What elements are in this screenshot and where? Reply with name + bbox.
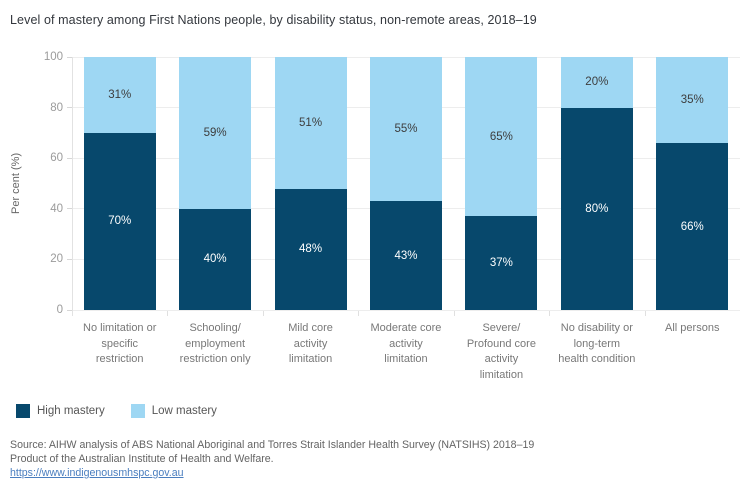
bar-slot: 51% 48% — [263, 57, 358, 310]
bar-slot: 65% 37% — [454, 57, 549, 310]
x-axis-label-3: Moderate core activity limitation — [370, 322, 442, 365]
bar-segment-low-mastery: 65% — [465, 57, 538, 217]
bar-segment-low-mastery: 31% — [83, 57, 156, 133]
bar-slot: 35% 66% — [645, 57, 740, 310]
x-axis-label-6: All persons — [665, 322, 720, 334]
bar-segment-high-mastery: 48% — [274, 188, 347, 310]
category-boundary-tick — [453, 311, 455, 316]
bar-segment-low-mastery: 51% — [274, 57, 347, 189]
bar-segment-high-mastery: 37% — [465, 216, 538, 310]
bar-slot: 31% 70% — [72, 57, 167, 310]
y-tick-mark-60 — [67, 157, 72, 159]
x-axis-label-2: Mild core activity limitation — [288, 322, 333, 365]
y-tick-mark-100 — [67, 56, 72, 58]
stacked-bar: 35% 66% — [656, 57, 729, 310]
bar-slot: 20% 80% — [549, 57, 644, 310]
stacked-bar-plot: 31% 70% 59% 40% 51% 48% 55% 43% 65% 37% 20% 80% 35% 6… — [72, 57, 740, 310]
y-tick-label-100: 100 — [43, 51, 63, 63]
category-boundary-tick — [262, 311, 264, 316]
source-line-1: Source: AIHW analysis of ABS National Ab… — [10, 439, 535, 451]
y-tick-label-40: 40 — [50, 202, 63, 215]
bar-segment-high-mastery: 43% — [369, 201, 442, 310]
bar-segment-high-mastery: 70% — [83, 132, 156, 310]
bar-segment-high-mastery: 66% — [656, 143, 729, 310]
category-boundary-tick — [167, 311, 169, 316]
y-tick-label-80: 80 — [50, 101, 63, 114]
chart-title: Level of mastery among First Nations peo… — [10, 13, 537, 27]
category-boundary-tick — [358, 311, 360, 316]
source-link[interactable]: https://www.indigenousmhspc.gov.au — [10, 467, 184, 479]
footer: Source: AIHW analysis of ABS National Ab… — [10, 438, 534, 480]
legend-label-low-mastery: Low mastery — [151, 405, 217, 417]
y-tick-mark-0 — [67, 309, 72, 311]
y-tick-label-20: 20 — [50, 253, 63, 266]
stacked-bar: 55% 43% — [369, 57, 442, 310]
legend-label-high-mastery: High mastery — [37, 405, 105, 417]
legend: High mastery Low mastery — [16, 404, 243, 418]
x-axis-label-5: No disability or long-term health condit… — [558, 322, 636, 365]
gridline-0 — [72, 309, 740, 311]
stacked-bar: 65% 37% — [465, 57, 538, 310]
y-tick-mark-40 — [67, 208, 72, 210]
x-axis-label-0: No limitation or specific restriction — [83, 322, 157, 365]
legend-item-high-mastery: High mastery — [16, 404, 105, 418]
bar-slot: 59% 40% — [167, 57, 262, 310]
low-mastery-swatch — [130, 404, 145, 418]
bar-segment-high-mastery: 80% — [560, 107, 633, 310]
stacked-bar: 51% 48% — [274, 57, 347, 310]
bar-segment-low-mastery: 20% — [560, 57, 633, 108]
y-axis-label: Per cent (%) — [10, 152, 22, 215]
y-tick-label-60: 60 — [50, 152, 63, 165]
category-boundary-tick — [549, 311, 551, 316]
bar-segment-high-mastery: 40% — [179, 208, 252, 310]
stacked-bar: 20% 80% — [560, 57, 633, 310]
y-tick-label-0: 0 — [56, 304, 63, 316]
x-axis-label-4: Severe/ Profound core activity limitatio… — [466, 322, 536, 381]
bar-slot: 55% 43% — [358, 57, 453, 310]
category-boundary-tick — [644, 311, 646, 316]
y-axis-line — [72, 57, 73, 316]
y-tick-mark-80 — [67, 107, 72, 109]
stacked-bar: 31% 70% — [83, 57, 156, 310]
y-tick-mark-20 — [67, 258, 72, 260]
x-axis-label-1: Schooling/ employment restriction only — [179, 322, 251, 365]
high-mastery-swatch — [16, 404, 30, 418]
stacked-bar: 59% 40% — [179, 57, 252, 310]
source-line-2: Product of the Australian Institute of H… — [10, 453, 274, 465]
x-axis-labels: No limitation or specific restriction Sch… — [72, 321, 740, 383]
bar-segment-low-mastery: 59% — [179, 57, 252, 209]
bar-segment-low-mastery: 55% — [369, 57, 442, 202]
legend-item-low-mastery: Low mastery — [130, 404, 217, 418]
bar-segment-low-mastery: 35% — [656, 57, 729, 144]
